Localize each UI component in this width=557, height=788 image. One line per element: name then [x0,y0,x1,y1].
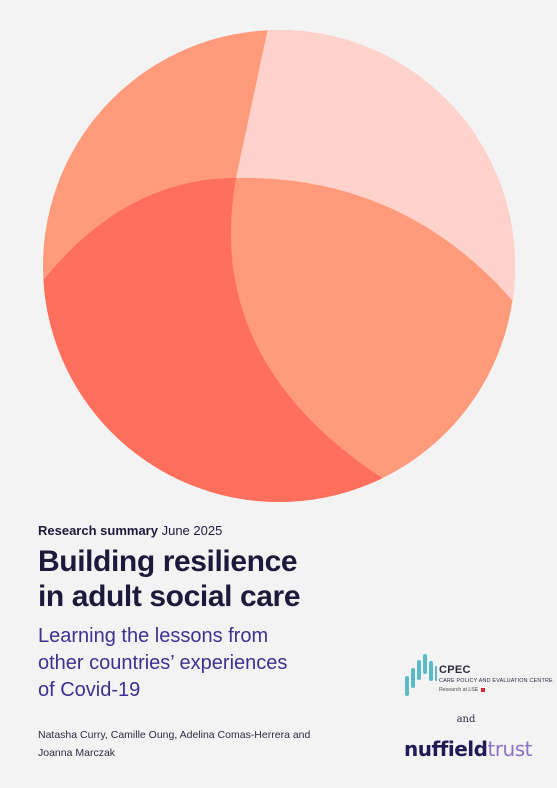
title-line: Building resilience [38,545,298,578]
cpec-subtitle: CARE POLICY AND EVALUATION CENTRE [439,678,553,684]
subtitle-line: Learning the lessons from [38,625,269,647]
and-connector: and [456,714,476,725]
nuffield-trust-logo: nuffieldtrust [404,735,532,763]
cover-illustration [43,30,515,502]
publication-date: June 2025 [161,523,223,538]
subtitle-line: of Covid-19 [38,679,141,701]
report-subtitle: Learning the lessons from other countrie… [38,623,368,704]
logo-word-nuffield: nuffield [404,737,488,761]
research-label: Research at LSE [439,687,479,693]
summary-label: Research summary [38,523,158,538]
cpec-title: CPEC [439,664,471,676]
logo-word-trust: trust [487,737,532,761]
cpec-research-line: Research at LSE [439,687,486,694]
author-list: Natasha Curry, Camille Oung, Adelina Com… [38,726,368,762]
title-line: in adult social care [38,580,301,613]
publication-label: Research summary June 2025 [38,523,222,539]
report-title: Building resilience in adult social care [38,544,398,614]
cpec-logo: CPEC CARE POLICY AND EVALUATION CENTRE R… [403,650,553,708]
subtitle-line: other countries’ experiences [38,652,288,674]
red-square-icon [481,687,486,692]
author-line: Natasha Curry, Camille Oung, Adelina Com… [38,729,311,741]
author-line: Joanna Marczak [38,747,116,759]
bar-graph-icon [405,654,437,696]
